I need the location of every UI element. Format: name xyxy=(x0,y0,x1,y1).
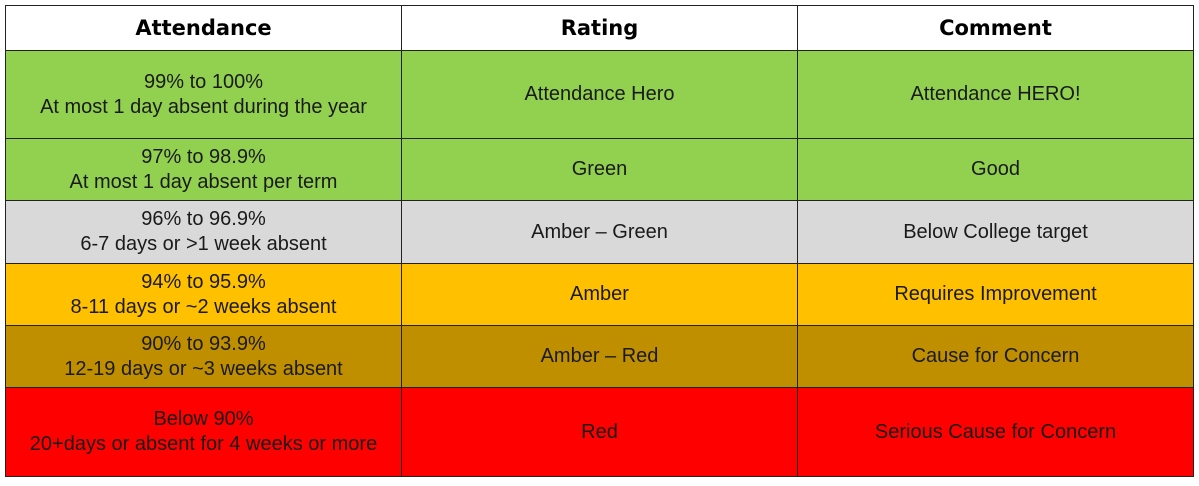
attendance-range: Below 90% xyxy=(153,408,254,430)
attendance-description: 12-19 days or ~3 weeks absent xyxy=(64,357,343,380)
row-4-rating: Amber xyxy=(402,264,798,326)
attendance-table: Attendance Rating Comment 99% to 100% At … xyxy=(5,5,1194,477)
row-3-rating: Amber – Green xyxy=(402,201,798,264)
row-3-attendance: 96% to 96.9% 6-7 days or >1 week absent xyxy=(6,201,402,264)
attendance-range: 96% to 96.9% xyxy=(141,208,266,230)
attendance-range: 94% to 95.9% xyxy=(141,270,266,293)
header-attendance: Attendance xyxy=(6,6,402,51)
row-1-comment: Attendance HERO! xyxy=(798,51,1194,139)
row-1-rating: Attendance Hero xyxy=(402,51,798,139)
row-6-attendance: Below 90% 20+days or absent for 4 weeks o… xyxy=(6,388,402,477)
row-4-attendance: 94% to 95.9% 8-11 days or ~2 weeks absent xyxy=(6,264,402,326)
attendance-description: 6-7 days or >1 week absent xyxy=(80,233,327,255)
header-comment: Comment xyxy=(798,6,1194,51)
row-6-rating: Red xyxy=(402,388,798,477)
row-5-attendance: 90% to 93.9% 12-19 days or ~3 weeks absen… xyxy=(6,326,402,388)
row-2-rating: Green xyxy=(402,139,798,201)
attendance-range: 99% to 100% xyxy=(144,70,263,93)
attendance-description: 20+days or absent for 4 weeks or more xyxy=(29,433,378,455)
attendance-description: At most 1 day absent per term xyxy=(69,170,338,193)
row-2-comment: Good xyxy=(798,139,1194,201)
row-4-comment: Requires Improvement xyxy=(798,264,1194,326)
row-1-attendance: 99% to 100% At most 1 day absent during t… xyxy=(6,51,402,139)
attendance-description: At most 1 day absent during the year xyxy=(40,95,367,118)
row-3-comment: Below College target xyxy=(798,201,1194,264)
row-5-comment: Cause for Concern xyxy=(798,326,1194,388)
attendance-description: 8-11 days or ~2 weeks absent xyxy=(70,295,337,318)
row-5-rating: Amber – Red xyxy=(402,326,798,388)
row-2-attendance: 97% to 98.9% At most 1 day absent per ter… xyxy=(6,139,402,201)
attendance-range: 97% to 98.9% xyxy=(141,145,266,168)
row-6-comment: Serious Cause for Concern xyxy=(798,388,1194,477)
attendance-range: 90% to 93.9% xyxy=(141,332,266,355)
header-rating: Rating xyxy=(402,6,798,51)
